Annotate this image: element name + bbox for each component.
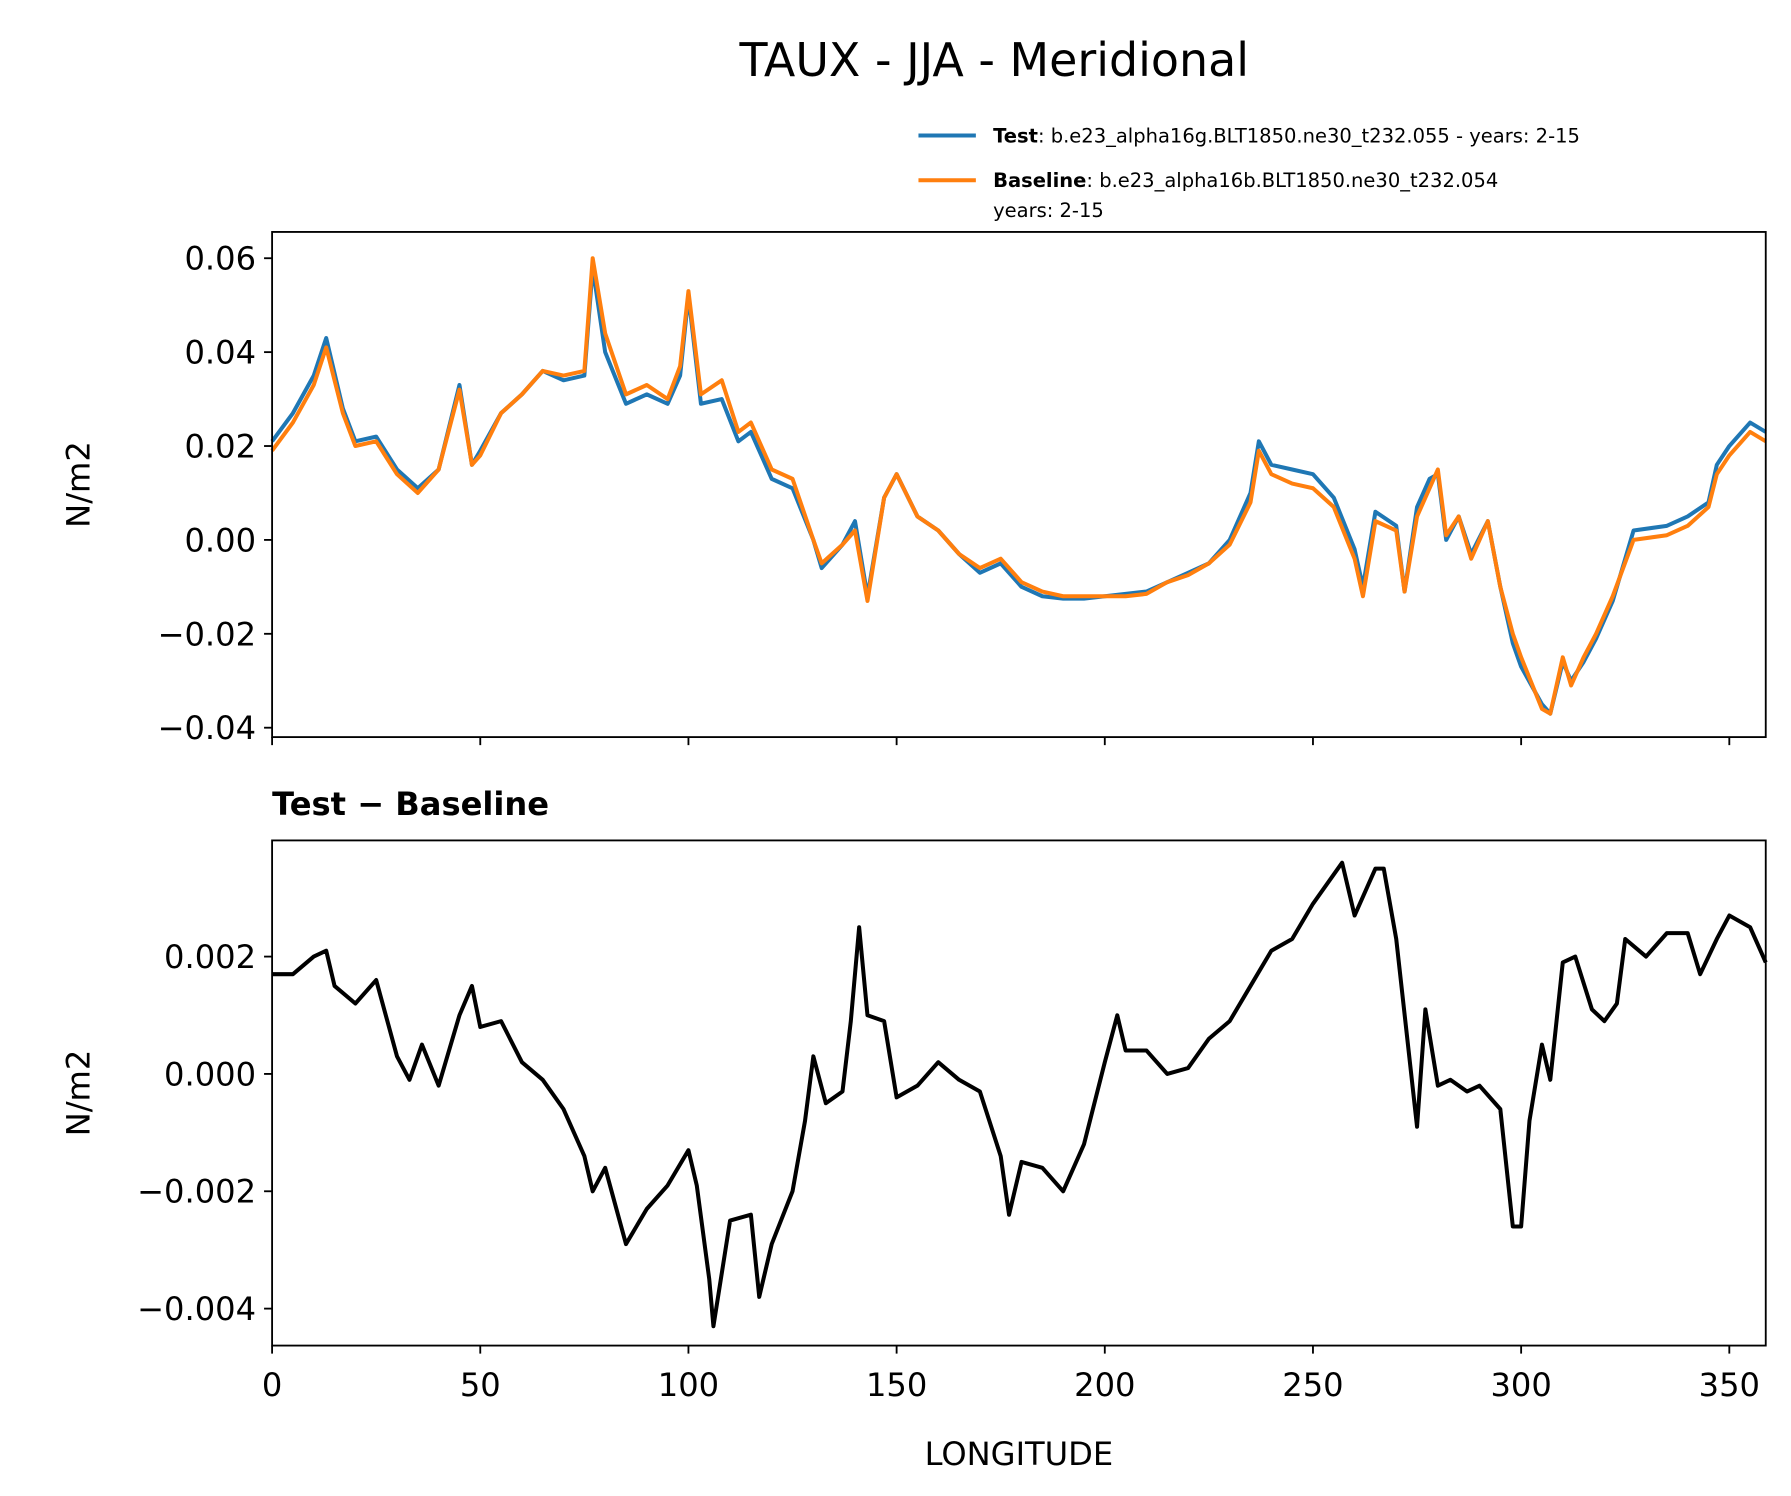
plot-frame [271, 231, 1767, 739]
legend-text: years: 2-15 [993, 199, 1104, 222]
data-line [270, 256, 1767, 716]
legend-text: : b.e23_alpha16b.BLT1850.ne30_t232.054 [1086, 169, 1498, 192]
y-tick-label: −0.02 [158, 615, 256, 653]
panel-title: Test − Baseline [272, 785, 549, 823]
x-tick-label: 0 [262, 1366, 282, 1404]
x-tick-label: 200 [1074, 1366, 1135, 1404]
x-tick-label: 350 [1699, 1366, 1760, 1404]
y-tick-label: −0.04 [158, 709, 256, 747]
y-axis-label: N/m2 [60, 441, 98, 528]
legend-label: Baseline: b.e23_alpha16b.BLT1850.ne30_t2… [993, 169, 1498, 192]
legend-name: Test [993, 124, 1038, 147]
y-tick-label: 0.04 [184, 334, 256, 372]
x-tick-label: 300 [1490, 1366, 1551, 1404]
x-tick-label: 150 [866, 1366, 927, 1404]
legend-name: Baseline [993, 169, 1086, 192]
x-tick-label: 50 [460, 1366, 501, 1404]
legend-label: Test: b.e23_alpha16g.BLT1850.ne30_t232.0… [993, 124, 1580, 147]
y-tick-label: −0.004 [137, 1290, 256, 1328]
y-tick-label: 0.06 [184, 240, 256, 278]
y-tick-label: 0.00 [184, 521, 256, 559]
y-tick-label: 0.02 [184, 428, 256, 466]
x-tick-label: 250 [1282, 1366, 1343, 1404]
plot-frame [271, 839, 1767, 1347]
data-line [272, 860, 1768, 1329]
y-tick-label: −0.002 [137, 1173, 256, 1211]
y-tick-label: 0.000 [164, 1055, 256, 1093]
x-tick-label: 100 [658, 1366, 719, 1404]
legend-text: : b.e23_alpha16g.BLT1850.ne30_t232.055 -… [1038, 124, 1580, 147]
x-axis-label: LONGITUDE [925, 1435, 1114, 1473]
y-tick-label: 0.002 [164, 938, 256, 976]
data-line [270, 265, 1767, 716]
y-axis-label: N/m2 [60, 1050, 98, 1137]
chart-title: TAUX - JJA - Meridional [738, 33, 1249, 87]
